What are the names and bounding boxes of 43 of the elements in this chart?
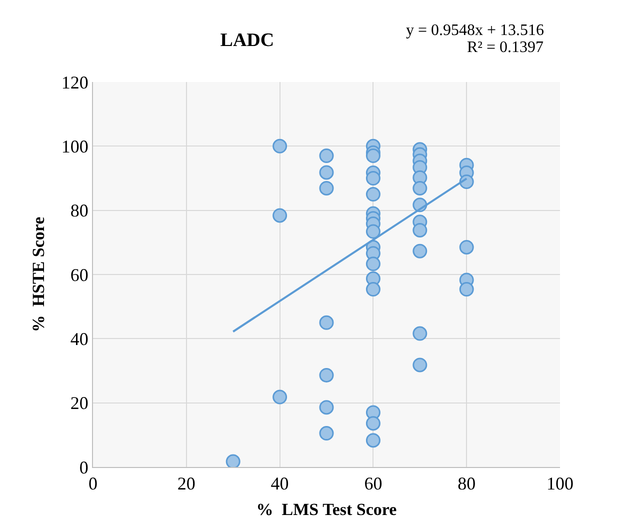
text: R² = 0.1397 <box>467 39 544 56</box>
x-tick-label: 100 <box>546 474 574 494</box>
point <box>272 138 288 154</box>
y-tick-label: 20 <box>70 393 88 414</box>
point <box>366 148 380 164</box>
point <box>412 358 428 372</box>
y-tick-label: 80 <box>70 200 88 221</box>
point <box>319 180 334 196</box>
point <box>412 222 428 238</box>
y-tick-label: 40 <box>70 328 88 349</box>
point <box>272 208 288 223</box>
point <box>319 400 334 415</box>
x-tick-label: 20 <box>177 474 196 494</box>
point <box>226 454 240 467</box>
point <box>366 187 380 202</box>
point <box>366 224 380 239</box>
point <box>319 426 334 441</box>
y-tick-label: 0 <box>79 457 88 478</box>
y-tick-label: 100 <box>61 136 88 156</box>
chart-title: LADC <box>220 30 274 51</box>
point <box>366 171 380 186</box>
point <box>459 240 474 254</box>
y-axis-title: % HSTE Score <box>28 216 48 332</box>
point <box>412 244 428 258</box>
point <box>412 180 428 196</box>
point <box>412 326 428 341</box>
point <box>366 256 380 272</box>
x-tick-label: 40 <box>270 474 289 494</box>
point <box>366 282 380 297</box>
point <box>319 165 334 180</box>
point <box>366 416 380 431</box>
point <box>319 148 334 164</box>
point <box>272 390 288 404</box>
x-tick-label: 60 <box>364 474 382 494</box>
point <box>366 433 380 448</box>
y-tick-label: 120 <box>61 72 88 92</box>
text: y = 0.9548x + 13.516 <box>406 22 544 39</box>
x-axis-title: % LMS Test Score <box>256 500 398 519</box>
point <box>459 282 474 297</box>
point <box>319 315 334 330</box>
y-tick-label: 60 <box>70 264 88 285</box>
point <box>319 368 334 382</box>
x-tick-label: 80 <box>458 474 476 494</box>
